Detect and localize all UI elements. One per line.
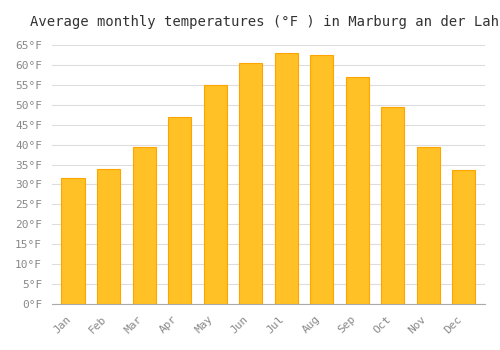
Bar [62, 178, 84, 304]
Title: Average monthly temperatures (°F ) in Marburg an der Lahn: Average monthly temperatures (°F ) in Ma… [30, 15, 500, 29]
Bar [416, 147, 440, 304]
Bar [310, 55, 333, 304]
Bar [97, 168, 120, 304]
Bar [239, 63, 262, 304]
Bar [346, 77, 368, 304]
Bar [168, 117, 191, 304]
Bar [204, 85, 227, 304]
Bar [452, 170, 475, 304]
Bar [381, 107, 404, 304]
Bar [274, 53, 297, 304]
Bar [132, 147, 156, 304]
